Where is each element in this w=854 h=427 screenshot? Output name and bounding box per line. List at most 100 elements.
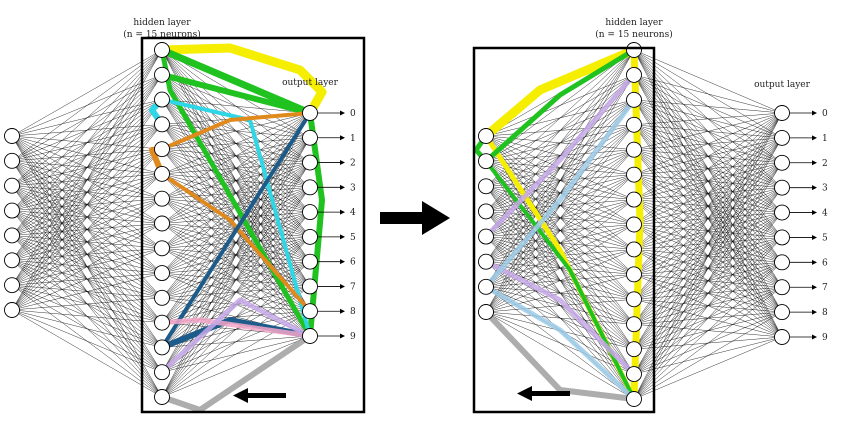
hidden-neuron <box>626 316 642 333</box>
right-neurons <box>478 42 790 407</box>
input-hidden-connection <box>485 311 635 325</box>
left-pointer-icon <box>246 393 286 398</box>
output-neuron <box>302 278 318 295</box>
hidden-neuron <box>154 66 170 83</box>
output-neuron <box>302 228 318 245</box>
input-hidden-connection <box>11 149 163 311</box>
input-hidden-connection <box>11 49 163 186</box>
output-digit-label: 7 <box>350 282 356 292</box>
hidden-neuron <box>154 339 170 356</box>
output-arrowhead-icon <box>340 184 345 190</box>
hidden-output-connection <box>161 112 311 150</box>
output-neuron <box>774 329 790 345</box>
input-hidden-connection <box>485 311 635 400</box>
input-hidden-connection <box>11 272 163 311</box>
input-hidden-connection <box>485 149 635 313</box>
hidden-output-connection <box>633 112 783 350</box>
output-arrowhead-icon <box>812 135 817 141</box>
output-arrowhead-icon <box>340 110 345 116</box>
output-neuron <box>302 253 318 270</box>
output-arrowhead-icon <box>812 334 817 340</box>
input-neuron <box>478 153 494 170</box>
hidden-neuron <box>154 289 170 306</box>
hidden-output-connection <box>633 336 783 400</box>
hidden-neuron <box>154 240 170 257</box>
output-neuron <box>774 254 790 271</box>
hidden-neuron <box>154 364 170 381</box>
green-highlight <box>159 47 313 339</box>
output-digit-label: 6 <box>822 258 828 268</box>
hidden-output-connection <box>633 262 783 400</box>
output-digit-label: 9 <box>822 333 828 343</box>
output-digit-label: 8 <box>350 307 356 317</box>
input-hidden-connection <box>485 49 635 262</box>
gray-highlight <box>159 333 313 413</box>
left-neurons <box>4 42 318 405</box>
hidden-neuron <box>154 314 170 331</box>
output-digit-label: 6 <box>350 258 356 268</box>
input-hidden-connection <box>485 49 635 313</box>
output-arrowhead-icon <box>340 234 345 240</box>
input-neuron <box>478 228 494 245</box>
output-neuron <box>302 105 318 121</box>
input-hidden-connection <box>485 49 635 237</box>
hidden-neuron <box>626 216 642 233</box>
input-neuron <box>4 152 20 169</box>
hidden-output-connection <box>633 112 783 275</box>
transition-arrow-icon <box>380 201 450 235</box>
hidden-output-connection <box>633 112 783 125</box>
input-hidden-connection <box>485 49 635 187</box>
input-hidden-connection <box>11 99 163 311</box>
hidden-output-connection <box>161 112 311 175</box>
output-arrowhead-icon <box>340 160 345 166</box>
hidden-output-connection <box>161 112 311 274</box>
hidden-output-connection <box>161 112 311 224</box>
input-hidden-connection <box>11 309 163 398</box>
output-arrowhead-icon <box>812 234 817 240</box>
hidden-output-connection <box>633 99 783 114</box>
output-arrowhead-icon <box>340 259 345 265</box>
output-arrowhead-icon <box>812 110 817 116</box>
input-neuron <box>478 253 494 270</box>
hidden-output-connection <box>161 112 311 249</box>
left-pointer-icon <box>233 388 248 403</box>
input-hidden-connection <box>11 49 163 162</box>
hidden-output-connection <box>161 99 311 114</box>
hidden-neuron <box>626 341 642 358</box>
orange-highlight <box>160 111 312 152</box>
input-hidden-connection <box>11 74 163 311</box>
output-digit-label: 4 <box>350 208 356 218</box>
hidden-neuron <box>626 366 642 383</box>
input-hidden-connection <box>11 124 163 311</box>
hidden-output-connection <box>161 112 311 199</box>
hidden-neuron <box>626 116 642 133</box>
lavender-highlight <box>483 72 637 240</box>
navy-highlight <box>160 111 312 350</box>
input-hidden-connection <box>11 49 163 211</box>
hidden-output-connection <box>633 112 783 375</box>
left-selection-box <box>140 36 366 414</box>
left-output-layer-title: output layer <box>282 78 339 88</box>
input-hidden-connection <box>11 173 163 311</box>
hidden-neuron <box>154 165 170 182</box>
output-digit-label: 1 <box>822 134 828 144</box>
input-hidden-connection <box>11 309 163 348</box>
input-hidden-connection <box>11 309 163 323</box>
input-hidden-connection <box>485 124 635 313</box>
output-arrowhead-icon <box>812 259 817 265</box>
hidden-output-connection <box>633 112 783 325</box>
hidden-neuron <box>154 91 170 108</box>
gray-highlight <box>483 309 637 402</box>
input-hidden-connection <box>11 297 163 311</box>
lightblue-highlight <box>483 284 637 402</box>
hidden-output-connection <box>161 137 311 398</box>
right-pointer-icon <box>517 386 532 401</box>
green-highlight <box>158 46 314 117</box>
output-digit-label: 5 <box>350 233 356 243</box>
hidden-output-connection <box>633 112 783 200</box>
input-hidden-connection <box>11 49 163 137</box>
input-hidden-connection <box>485 299 635 313</box>
lavender-highlight <box>159 297 313 375</box>
input-neuron <box>4 277 20 294</box>
output-neuron <box>302 328 318 344</box>
